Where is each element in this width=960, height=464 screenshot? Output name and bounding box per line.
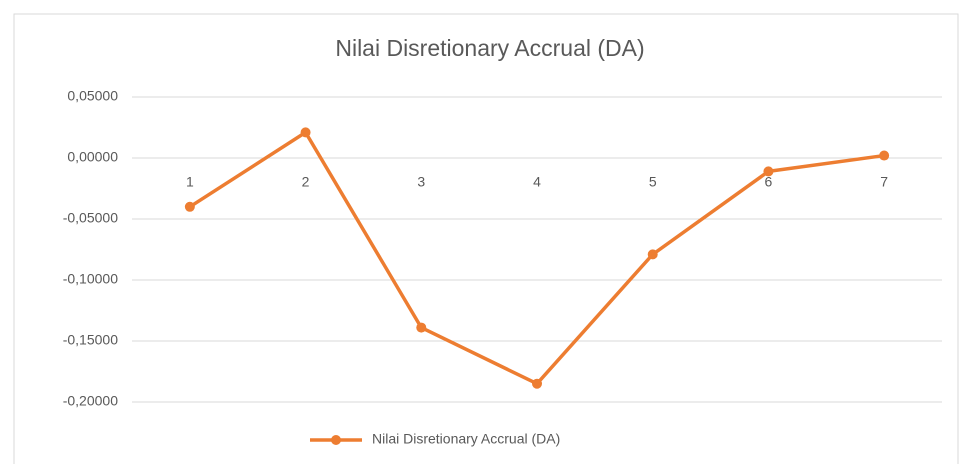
data-point: [532, 378, 542, 389]
y-tick-label: 0,00000: [67, 149, 118, 165]
y-tick-label: -0,20000: [63, 393, 118, 409]
data-point: [300, 127, 311, 138]
chart-border: [13, 13, 959, 464]
legend-swatch-marker: [331, 435, 341, 445]
y-tick-label: -0,05000: [63, 210, 118, 226]
y-tick-label: -0,15000: [63, 332, 118, 348]
data-point: [647, 249, 658, 260]
x-tick-label: 6: [765, 174, 773, 190]
data-point: [184, 201, 195, 212]
x-tick-label: 1: [186, 174, 194, 190]
data-point: [416, 322, 427, 333]
data-point: [763, 166, 774, 177]
x-tick-label: 5: [649, 174, 657, 190]
x-tick-label: 4: [533, 174, 541, 190]
x-tick-label: 3: [417, 174, 425, 190]
x-tick-label: 7: [880, 174, 888, 190]
legend-label: Nilai Disretionary Accrual (DA): [372, 431, 560, 447]
data-point: [879, 150, 890, 161]
x-tick-label: 2: [302, 174, 310, 190]
y-tick-label: -0,10000: [63, 271, 118, 287]
chart-title: Nilai Disretionary Accrual (DA): [335, 35, 644, 61]
y-tick-label: 0,05000: [67, 88, 118, 104]
